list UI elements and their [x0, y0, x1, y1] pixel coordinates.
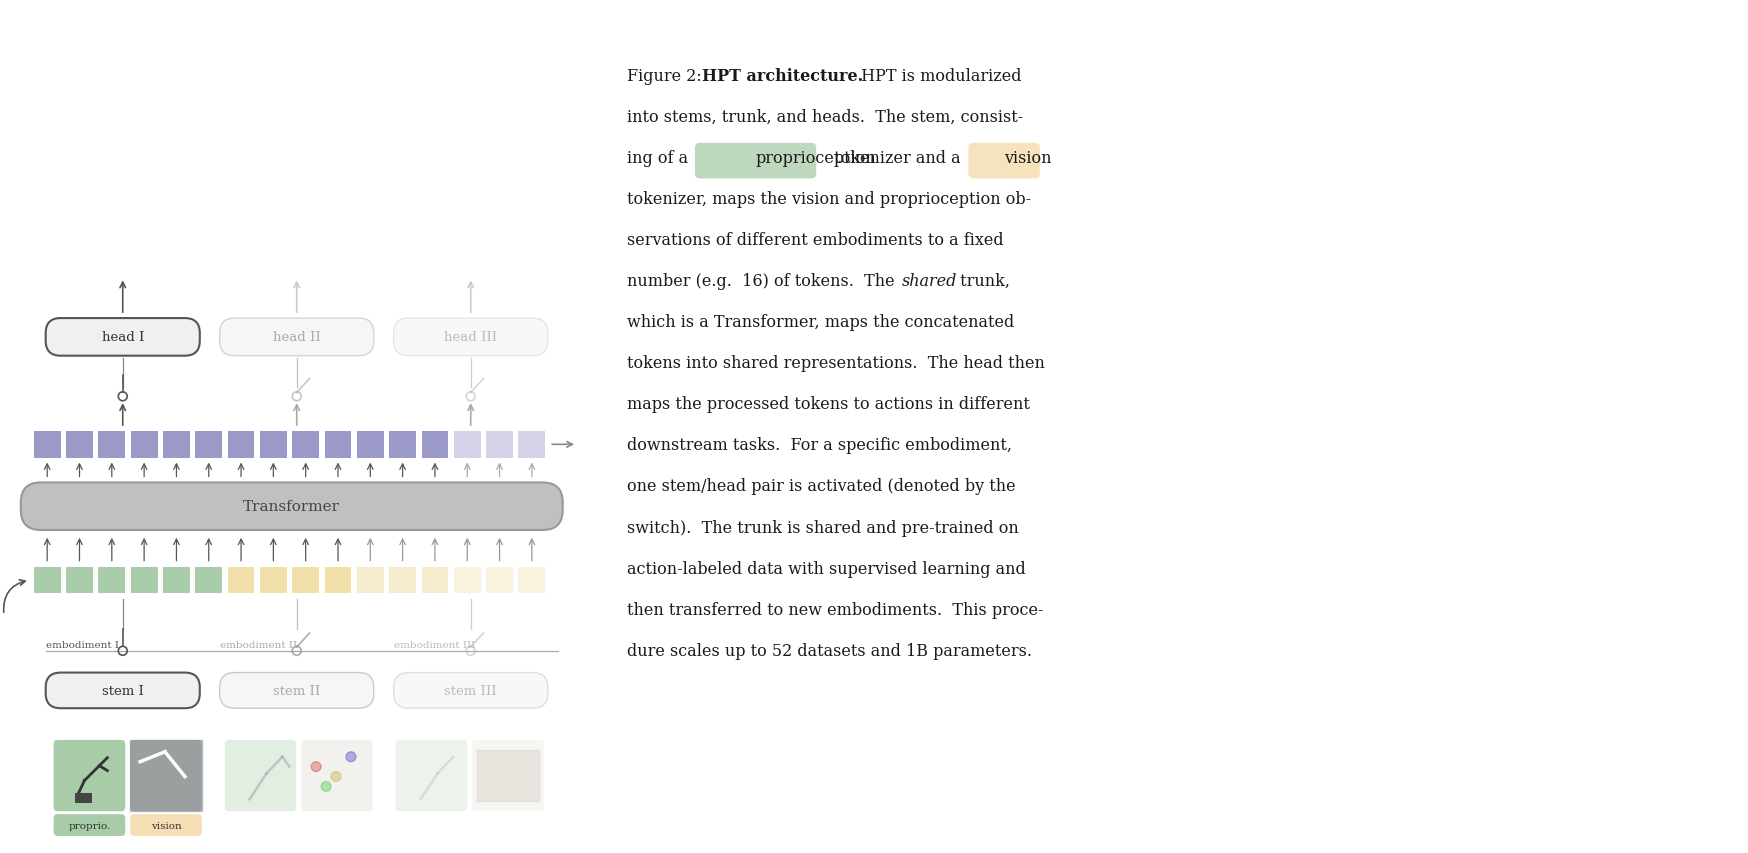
- Bar: [196, 567, 222, 594]
- Text: vision: vision: [150, 821, 182, 830]
- Bar: [98, 432, 126, 458]
- Text: shared: shared: [902, 273, 958, 290]
- Text: then transferred to new embodiments.  This proce-: then transferred to new embodiments. Thi…: [628, 601, 1044, 618]
- Bar: [390, 567, 416, 594]
- FancyBboxPatch shape: [220, 319, 374, 357]
- FancyBboxPatch shape: [129, 740, 201, 811]
- Text: stem I: stem I: [101, 684, 143, 697]
- FancyBboxPatch shape: [54, 740, 126, 811]
- Text: head II: head II: [273, 331, 320, 344]
- Bar: [66, 567, 93, 594]
- Text: stem III: stem III: [444, 684, 496, 697]
- Text: head III: head III: [444, 331, 496, 344]
- FancyBboxPatch shape: [21, 483, 563, 531]
- Text: dure scales up to 52 datasets and 1B parameters.: dure scales up to 52 datasets and 1B par…: [628, 642, 1033, 659]
- FancyBboxPatch shape: [301, 740, 372, 811]
- FancyBboxPatch shape: [54, 815, 126, 836]
- Text: tokenizer, maps the vision and proprioception ob-: tokenizer, maps the vision and proprioce…: [628, 190, 1031, 207]
- Circle shape: [311, 762, 322, 772]
- FancyBboxPatch shape: [472, 740, 544, 811]
- Bar: [227, 432, 255, 458]
- Bar: [33, 567, 61, 594]
- Bar: [357, 567, 385, 594]
- FancyBboxPatch shape: [393, 673, 547, 708]
- Text: trunk,: trunk,: [956, 273, 1010, 290]
- Bar: [33, 432, 61, 458]
- Text: servations of different embodiments to a fixed: servations of different embodiments to a…: [628, 232, 1003, 248]
- Bar: [325, 567, 351, 594]
- Text: head I: head I: [101, 331, 143, 344]
- FancyBboxPatch shape: [45, 673, 199, 708]
- Circle shape: [330, 772, 341, 781]
- Bar: [357, 432, 385, 458]
- Text: proprioception: proprioception: [755, 149, 876, 166]
- Bar: [486, 432, 512, 458]
- FancyBboxPatch shape: [45, 319, 199, 357]
- FancyBboxPatch shape: [696, 143, 816, 179]
- Bar: [454, 432, 481, 458]
- Bar: [75, 793, 93, 804]
- Bar: [292, 432, 320, 458]
- Circle shape: [322, 781, 330, 792]
- Bar: [421, 432, 447, 458]
- Bar: [260, 432, 287, 458]
- Text: one stem/head pair is activated (denoted by the: one stem/head pair is activated (denoted…: [628, 478, 1016, 495]
- FancyBboxPatch shape: [395, 740, 467, 811]
- Text: embodiment II: embodiment II: [220, 640, 297, 649]
- Circle shape: [346, 751, 357, 762]
- Text: which is a Transformer, maps the concatenated: which is a Transformer, maps the concate…: [628, 314, 1014, 331]
- Text: number (e.g.  16) of tokens.  The: number (e.g. 16) of tokens. The: [628, 273, 900, 290]
- Text: stem II: stem II: [273, 684, 320, 697]
- Bar: [519, 432, 545, 458]
- Text: vision: vision: [1003, 149, 1052, 166]
- Bar: [131, 432, 157, 458]
- Text: ing of a: ing of a: [628, 149, 694, 166]
- Bar: [260, 567, 287, 594]
- Bar: [519, 567, 545, 594]
- Bar: [390, 432, 416, 458]
- Bar: [163, 432, 191, 458]
- Text: tokens into shared representations.  The head then: tokens into shared representations. The …: [628, 355, 1045, 372]
- Bar: [227, 567, 255, 594]
- Text: embodiment I: embodiment I: [45, 640, 119, 649]
- Bar: [292, 567, 320, 594]
- Text: into stems, trunk, and heads.  The stem, consist-: into stems, trunk, and heads. The stem, …: [628, 108, 1024, 125]
- Bar: [131, 567, 157, 594]
- FancyBboxPatch shape: [225, 740, 295, 811]
- Bar: [454, 567, 481, 594]
- Bar: [66, 432, 93, 458]
- Bar: [163, 567, 191, 594]
- Bar: [421, 567, 447, 594]
- Text: HPT is modularized: HPT is modularized: [857, 67, 1021, 84]
- Text: tokenizer and a: tokenizer and a: [829, 149, 972, 166]
- Text: action-labeled data with supervised learning and: action-labeled data with supervised lear…: [628, 560, 1026, 577]
- Text: maps the processed tokens to actions in different: maps the processed tokens to actions in …: [628, 396, 1030, 413]
- Text: HPT architecture.: HPT architecture.: [703, 67, 864, 84]
- Text: downstream tasks.  For a specific embodiment,: downstream tasks. For a specific embodim…: [628, 437, 1012, 454]
- Text: Transformer: Transformer: [243, 500, 341, 514]
- Bar: [196, 432, 222, 458]
- Text: Figure 2:: Figure 2:: [628, 67, 708, 84]
- Bar: [98, 567, 126, 594]
- FancyBboxPatch shape: [129, 815, 201, 836]
- Text: proprio.: proprio.: [68, 821, 110, 830]
- Bar: [486, 567, 512, 594]
- Text: switch).  The trunk is shared and pre-trained on: switch). The trunk is shared and pre-tra…: [628, 519, 1019, 536]
- FancyBboxPatch shape: [220, 673, 374, 708]
- FancyBboxPatch shape: [393, 319, 547, 357]
- Text: embodiment III: embodiment III: [393, 640, 475, 649]
- FancyBboxPatch shape: [968, 143, 1040, 179]
- Bar: [325, 432, 351, 458]
